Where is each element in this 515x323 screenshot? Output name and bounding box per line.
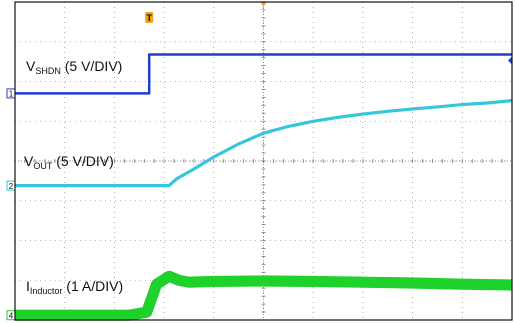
channel-4-number: 4 [9, 311, 14, 320]
channel-2-number: 2 [9, 182, 14, 191]
trace-labels: VSHDN (5 V/DIV) VOUT (5 V/DIV) IInductor (… [24, 58, 123, 296]
channel-1-number: 1 [9, 90, 14, 99]
waveform-traces [15, 53, 513, 321]
trigger-position-label: T [146, 13, 152, 23]
trace-inductor [15, 270, 513, 321]
plot-frame [14, 1, 513, 321]
horizontal-center-marker [260, 2, 267, 7]
trigger-position-marker [145, 12, 154, 23]
label-inductor: IInductor (1 A/DIV) [26, 278, 123, 296]
graticule-grid [14, 1, 513, 321]
trigger-level-arrow [508, 56, 512, 65]
trace-shdn [15, 53, 512, 95]
label-shdn: VSHDN (5 V/DIV) [26, 58, 122, 76]
trace-out [15, 99, 513, 188]
label-out: VOUT (5 V/DIV) [24, 153, 114, 171]
